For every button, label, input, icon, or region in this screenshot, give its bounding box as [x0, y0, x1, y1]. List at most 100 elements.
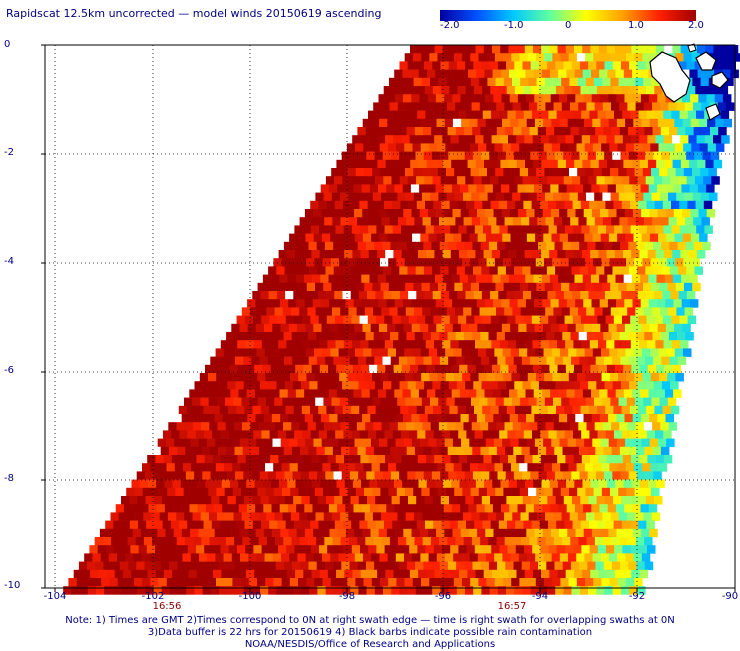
- swath-cell: [474, 110, 484, 120]
- swath-cell: [669, 266, 679, 275]
- swath-cell: [337, 209, 347, 218]
- swath-cell: [658, 233, 667, 243]
- swath-cell: [550, 69, 559, 79]
- swath-cell: [328, 479, 337, 489]
- swath-cell: [386, 94, 396, 103]
- swath-cell: [697, 45, 706, 54]
- swath-cell: [475, 135, 484, 144]
- swath-cell: [245, 340, 254, 349]
- swath-cell: [322, 578, 332, 587]
- swath-cell: [656, 389, 666, 398]
- swath-cell: [372, 397, 382, 407]
- swath-cell: [530, 586, 540, 595]
- swath-cell: [235, 381, 244, 390]
- swath-cell: [543, 233, 552, 243]
- swath-cell: [633, 233, 642, 243]
- swath-cell: [452, 323, 462, 333]
- swath-cell: [666, 233, 675, 243]
- swath-cell: [521, 537, 530, 546]
- swath-cell: [529, 446, 539, 456]
- swath-cell: [370, 299, 379, 308]
- swath-cell: [450, 110, 459, 120]
- swath-cell: [295, 479, 304, 489]
- swath-cell: [609, 578, 619, 587]
- swath-cell: [722, 69, 731, 79]
- swath-cell: [514, 86, 524, 95]
- swath-cell: [583, 504, 592, 513]
- swath-cell: [373, 217, 382, 226]
- swath-cell: [509, 94, 519, 103]
- swath-cell: [232, 463, 241, 472]
- swath-cell: [394, 504, 403, 513]
- swath-cell: [545, 512, 554, 521]
- swath-cell: [646, 200, 655, 210]
- swath-cell: [451, 504, 461, 513]
- swath-cell: [570, 217, 579, 226]
- swath-cell: [277, 405, 286, 415]
- swath-cell: [508, 455, 517, 464]
- swath-cell: [305, 438, 314, 448]
- swath-cell: [93, 578, 102, 587]
- swath-cell: [188, 479, 198, 489]
- swath-cell: [288, 528, 297, 538]
- swath-cell: [392, 545, 402, 554]
- swath-cell: [554, 151, 564, 161]
- swath-cell: [386, 414, 396, 423]
- swath-cell: [315, 282, 324, 292]
- swath-cell: [490, 200, 500, 210]
- swath-cell: [210, 586, 220, 595]
- swath-cell: [336, 569, 345, 579]
- swath-cell: [523, 520, 532, 530]
- swath-cell: [533, 69, 543, 79]
- swath-cell: [609, 373, 619, 382]
- swath-cell: [337, 504, 346, 513]
- swath-cell: [294, 545, 303, 554]
- swath-cell: [522, 586, 531, 595]
- swath-cell: [609, 53, 619, 62]
- swath-cell: [312, 274, 321, 284]
- swath-cell: [395, 118, 404, 128]
- swath-cell: [415, 266, 425, 275]
- swath-cell: [516, 45, 526, 54]
- swath-cell: [205, 389, 215, 398]
- swath-cell: [378, 528, 388, 538]
- swath-cell: [461, 438, 470, 448]
- swath-cell: [612, 381, 622, 390]
- swath-cell: [364, 397, 373, 407]
- swath-cell: [321, 438, 331, 448]
- swath-cell: [262, 455, 271, 464]
- swath-cell: [662, 405, 672, 415]
- swath-cell: [416, 405, 426, 415]
- swath-cell: [87, 561, 96, 571]
- swath-cell: [504, 307, 513, 316]
- swath-cell: [647, 364, 657, 374]
- swath-cell: [555, 266, 564, 275]
- swath-cell: [515, 200, 524, 210]
- swath-cell: [307, 217, 317, 226]
- swath-cell: [169, 586, 179, 595]
- swath-cell: [390, 446, 399, 456]
- swath-cell: [473, 61, 482, 70]
- swath-cell: [568, 348, 577, 357]
- swath-cell: [352, 159, 362, 169]
- swath-cell: [659, 282, 668, 292]
- swath-cell: [347, 258, 356, 267]
- swath-cell: [574, 364, 583, 374]
- swath-cell: [591, 504, 600, 513]
- swath-cell: [89, 545, 98, 554]
- swath-cell: [448, 151, 457, 161]
- swath-cell: [669, 151, 679, 161]
- swath-cell: [590, 45, 599, 54]
- swath-cell: [557, 135, 566, 144]
- swath-cell: [403, 414, 412, 423]
- swath-cell: [462, 282, 472, 292]
- swath-cell: [416, 520, 426, 530]
- swath-cell: [660, 127, 670, 136]
- swath-cell: [610, 487, 619, 497]
- swath-cell: [344, 569, 353, 579]
- swath-cell: [350, 586, 359, 595]
- swath-cell: [310, 315, 319, 325]
- swath-cell: [501, 94, 510, 103]
- swath-cell: [643, 282, 652, 292]
- swath-cell: [376, 340, 386, 349]
